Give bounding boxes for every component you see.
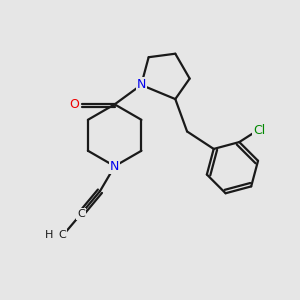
Text: Cl: Cl [253, 124, 265, 137]
Text: N: N [110, 160, 119, 173]
Text: N: N [136, 78, 146, 92]
Text: C: C [77, 209, 85, 219]
Text: O: O [69, 98, 79, 111]
Text: C: C [58, 230, 66, 240]
Text: H: H [45, 230, 53, 240]
